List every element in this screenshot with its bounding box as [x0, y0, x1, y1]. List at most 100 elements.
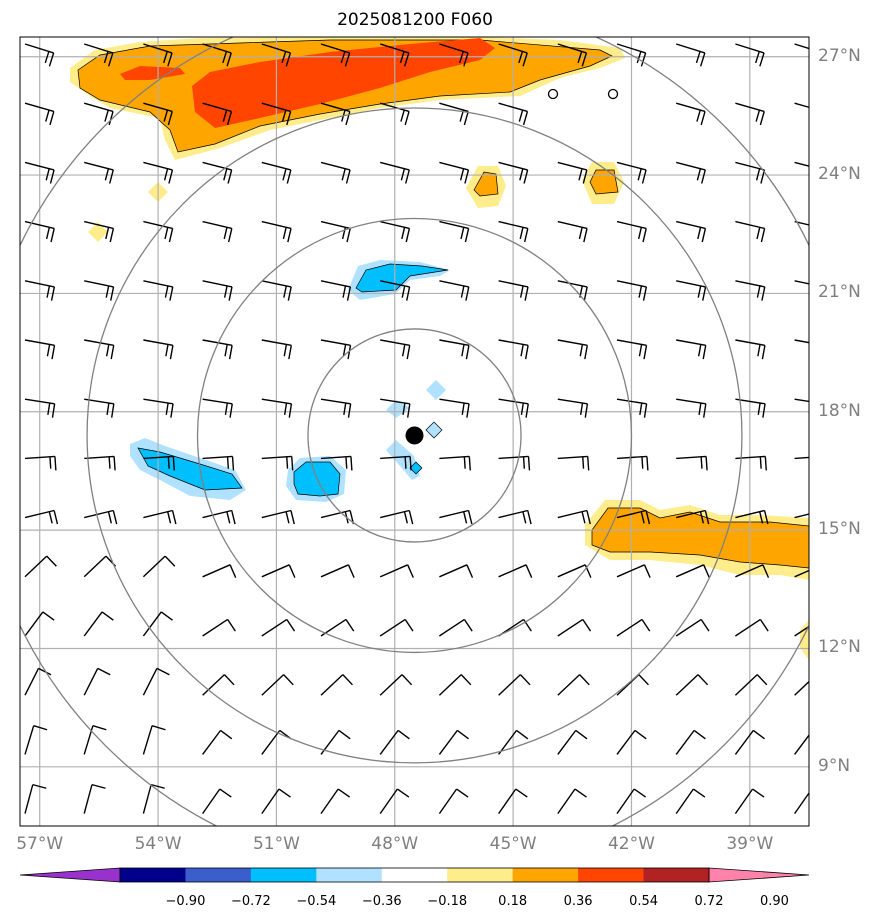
wind-barb — [320, 788, 351, 815]
wind-barb — [498, 102, 529, 126]
wind-barb — [380, 220, 411, 243]
wind-barb — [735, 280, 766, 301]
wind-barb — [24, 783, 47, 814]
wind-barb — [557, 161, 588, 184]
wind-barb — [202, 280, 233, 301]
wind-barb — [202, 43, 232, 67]
wind-barb — [438, 788, 469, 815]
wind-barb — [676, 102, 706, 126]
wind-barb — [557, 564, 592, 578]
wind-barb — [320, 674, 353, 696]
wind-barb — [498, 509, 532, 525]
wind-barb — [380, 280, 411, 301]
wind-barb — [261, 43, 292, 67]
colorbar-segment — [316, 868, 383, 882]
range-ring — [86, 107, 743, 764]
wind-barb — [557, 729, 588, 755]
wind-barb — [616, 455, 649, 471]
wind-barb — [735, 455, 767, 471]
wind-barb — [84, 339, 115, 360]
wind-barb — [143, 509, 177, 525]
wind-barb — [557, 674, 590, 696]
wind-barb — [616, 674, 649, 696]
wind-barb — [24, 220, 55, 243]
wind-barb — [735, 43, 765, 67]
wind-barbs — [24, 43, 809, 815]
wind-barb — [734, 788, 765, 815]
wind-barb — [498, 674, 531, 696]
wind-barb — [261, 398, 293, 418]
wind-barb — [794, 734, 809, 755]
wind-barb — [439, 398, 470, 418]
colorbar-tick-label: 0.54 — [629, 894, 659, 909]
wind-barb — [143, 398, 174, 418]
wind-barb — [84, 455, 116, 471]
wind-barb — [261, 220, 292, 243]
wind-barb — [142, 555, 176, 578]
wind-barb — [557, 509, 591, 525]
longitude-tick-label: 51°W — [252, 834, 300, 854]
wind-barb — [143, 339, 174, 360]
wind-barb — [84, 102, 114, 126]
wind-barb — [616, 43, 647, 67]
wind-barb — [142, 611, 173, 637]
wind-barb — [675, 43, 706, 67]
wind-barb — [320, 455, 353, 471]
wind-barb — [379, 674, 413, 696]
wind-barb — [794, 280, 809, 285]
wind-barb — [735, 618, 769, 637]
wind-barb — [616, 220, 647, 243]
wind-barb — [24, 102, 55, 126]
longitude-tick-label: 48°W — [371, 834, 419, 854]
wind-barb — [143, 220, 174, 243]
wind-barb — [83, 43, 114, 67]
wind-barb — [498, 729, 529, 755]
wind-barb — [83, 667, 111, 696]
wind-barb — [202, 564, 237, 578]
wind-barb — [498, 161, 529, 184]
wind-barb — [202, 618, 236, 637]
wind-barb — [320, 398, 352, 418]
wind-barb — [379, 43, 410, 67]
wind-barb — [498, 220, 529, 243]
range-ring — [196, 217, 633, 654]
wind-barb — [439, 455, 471, 471]
latitude-tick-label: 9°N — [818, 755, 851, 776]
wind-barb — [557, 398, 589, 418]
wind-barb — [202, 674, 235, 696]
wind-barb — [675, 674, 709, 696]
wind-barb — [24, 555, 57, 578]
wind-barb — [438, 674, 472, 696]
wind-barb — [83, 611, 114, 637]
colorbar-segment — [381, 868, 448, 882]
wind-barb — [143, 280, 174, 301]
wind-barb — [24, 161, 55, 184]
wind-barb — [202, 398, 233, 418]
wind-barb — [202, 161, 233, 184]
range-ring — [307, 328, 522, 543]
colorbar-outline — [119, 867, 710, 883]
wind-barb — [261, 280, 292, 301]
wind-barb — [498, 43, 528, 67]
wind-barb — [320, 161, 351, 184]
wind-barb — [84, 220, 115, 243]
colorbar-tick-label: −0.72 — [230, 894, 271, 909]
wind-barb — [675, 788, 706, 815]
wind-barb — [261, 618, 296, 637]
wind-barb — [675, 564, 710, 578]
wind-barb — [794, 456, 809, 460]
wind-barb — [380, 509, 414, 525]
colorbar-segment — [512, 868, 579, 882]
wind-barb — [261, 161, 292, 184]
colorbar-tick-label: −0.54 — [296, 894, 337, 909]
wind-barb — [261, 102, 292, 126]
wind-barb — [439, 220, 470, 243]
wind-barb — [142, 783, 165, 814]
colorbar — [19, 867, 810, 883]
wind-barb — [261, 455, 294, 471]
wind-barb — [320, 43, 351, 67]
wind-barb — [616, 788, 647, 815]
wind-barb — [24, 339, 56, 360]
wind-barb — [498, 564, 533, 578]
wind-barb — [320, 220, 351, 243]
